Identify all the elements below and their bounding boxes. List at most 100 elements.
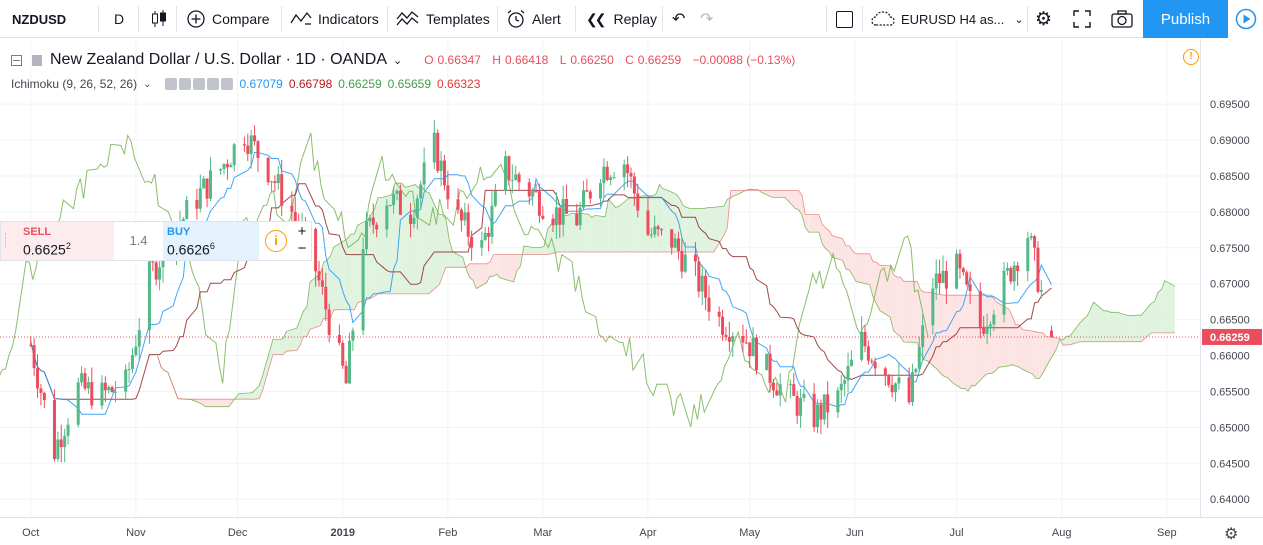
layout-selector[interactable]: EURUSD H4 as... ⌄: [871, 0, 1024, 38]
replay-button[interactable]: ❮❮ Replay: [586, 0, 657, 38]
candle: [883, 366, 887, 386]
candle-body: [554, 207, 558, 226]
close-icon[interactable]: [221, 78, 234, 90]
cloud-segment: [523, 245, 535, 255]
templates-button[interactable]: Templates: [396, 0, 490, 38]
collapse-toggle-icon[interactable]: [11, 54, 22, 66]
candle: [225, 159, 229, 180]
gear-icon[interactable]: [179, 78, 192, 90]
candle-body: [873, 361, 877, 369]
cloud-segment: [1107, 310, 1111, 342]
candle-body: [422, 162, 426, 185]
series-title[interactable]: New Zealand Dollar / U.S. Dollar · 1D · …: [50, 51, 387, 68]
candle: [704, 269, 708, 311]
info-icon[interactable]: i: [265, 230, 287, 252]
play-button[interactable]: [1228, 0, 1263, 38]
candle: [724, 326, 728, 341]
candle-body: [276, 174, 280, 184]
candle: [670, 229, 674, 255]
chevron-down-icon[interactable]: ⌄: [143, 78, 152, 90]
cloud-segment: [303, 306, 307, 337]
cloud-segment: [225, 399, 229, 407]
publish-button[interactable]: Publish: [1143, 0, 1228, 38]
fullscreen-button[interactable]: [1073, 0, 1091, 38]
publish-label: Publish: [1160, 10, 1211, 28]
settings-button[interactable]: ⚙: [1035, 0, 1052, 38]
candle-body: [771, 382, 775, 391]
candle: [107, 384, 111, 394]
candle: [154, 257, 158, 286]
candle: [337, 324, 341, 346]
cloud-segment: [659, 184, 663, 253]
plus-icon[interactable]: +: [297, 223, 307, 240]
candle-body: [622, 164, 626, 178]
cloud-segment: [612, 203, 616, 253]
cloud-segment: [422, 187, 426, 294]
candle: [124, 364, 128, 399]
fullscreen-layout-button[interactable]: [836, 0, 853, 38]
cloud-segment: [944, 295, 948, 378]
minus-icon[interactable]: −: [297, 240, 307, 257]
candle-body: [1036, 247, 1040, 292]
span-b-value: 0.66323: [437, 77, 481, 91]
chart-type-button[interactable]: [150, 0, 168, 38]
candle: [741, 324, 745, 353]
spread-value: 1.4: [129, 233, 148, 248]
trading-panel: SELL 0.66252 1.4 BUY 0.66266 i + −: [0, 221, 312, 261]
candle: [910, 363, 914, 407]
candle-body: [955, 253, 959, 289]
snapshot-button[interactable]: [1111, 0, 1133, 38]
candle: [873, 357, 877, 377]
candle: [656, 224, 660, 237]
candle: [748, 342, 752, 368]
candle-body: [415, 198, 419, 218]
source-code-icon[interactable]: [193, 78, 206, 90]
cloud-segment: [832, 235, 843, 261]
indicator-title[interactable]: Ichimoku (9, 26, 52, 26): [11, 77, 138, 91]
drag-handle-icon[interactable]: [5, 233, 9, 247]
gear-icon[interactable]: ⚙: [1224, 526, 1238, 543]
candle: [205, 178, 209, 208]
cloud-segment: [1090, 302, 1094, 342]
candle: [276, 165, 280, 190]
compare-button[interactable]: Compare: [186, 0, 270, 38]
candle: [561, 185, 565, 237]
cloud-segment: [849, 245, 853, 276]
cloud-segment: [964, 295, 969, 392]
candle: [100, 375, 104, 410]
cloud-segment: [686, 207, 691, 253]
candle: [551, 213, 555, 233]
candle: [415, 194, 419, 230]
symbol-search-button[interactable]: NZDUSD: [12, 0, 66, 38]
eye-icon[interactable]: [165, 78, 178, 90]
candle-body: [110, 387, 114, 393]
chevron-down-icon[interactable]: ⌄: [392, 54, 403, 67]
candle: [585, 179, 589, 192]
candle: [249, 130, 253, 169]
alert-button[interactable]: Alert: [506, 0, 561, 38]
gear-icon: ⚙: [1035, 8, 1053, 30]
cloud-segment: [710, 207, 714, 253]
cloud-segment: [513, 254, 518, 282]
candle-body: [463, 212, 467, 221]
indicators-button[interactable]: Indicators: [290, 0, 379, 38]
candle-body: [459, 209, 463, 221]
undo-button[interactable]: ↶: [672, 0, 685, 38]
candle-body: [270, 181, 274, 183]
redo-button[interactable]: ↷: [700, 0, 713, 38]
candle-body: [90, 382, 94, 406]
info-icon[interactable]: !: [1183, 49, 1199, 65]
interval-button[interactable]: D: [114, 0, 124, 38]
candle: [442, 154, 446, 191]
sell-button[interactable]: SELL 0.66252: [1, 222, 114, 260]
cloud-segment: [374, 197, 379, 297]
candle: [195, 188, 199, 220]
buy-button[interactable]: BUY 0.66266: [163, 222, 259, 260]
time-tick-label: Sep: [1157, 527, 1177, 539]
candle-body: [826, 394, 830, 413]
price-chart[interactable]: 0.66259 0.69500 0.69000 0.68500 0.68000 0.67…: [0, 39, 1263, 545]
candle: [907, 367, 911, 405]
cloud-segment: [306, 281, 311, 337]
more-icon[interactable]: [207, 78, 220, 90]
candle-body: [344, 365, 348, 384]
